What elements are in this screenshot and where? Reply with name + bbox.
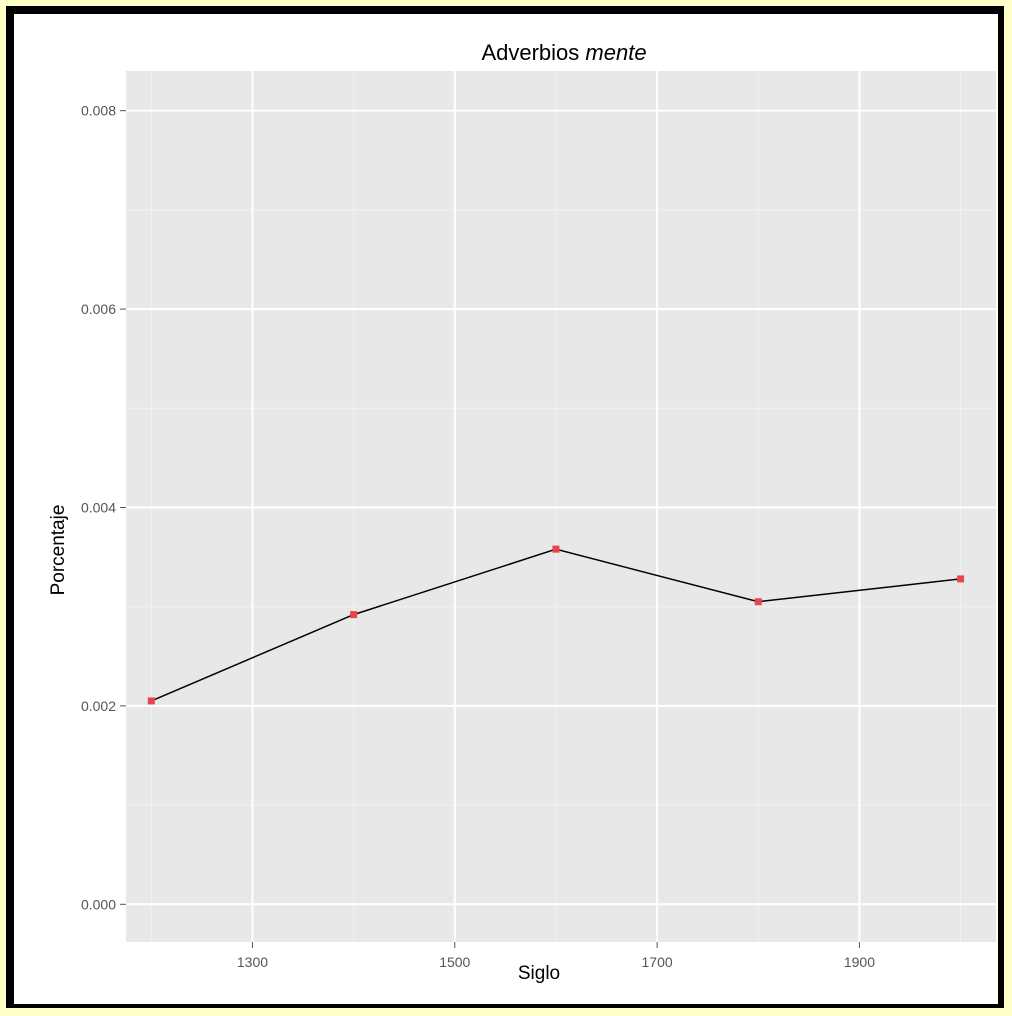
y-tick-label: 0.008 bbox=[81, 103, 116, 119]
x-tick-label: 1700 bbox=[642, 954, 673, 970]
y-tick-label: 0.000 bbox=[81, 896, 116, 912]
y-axis-title: Porcentaje bbox=[48, 505, 69, 596]
x-tick-label: 1300 bbox=[237, 954, 268, 970]
data-point bbox=[147, 697, 155, 705]
x-axis-title: Siglo bbox=[518, 963, 560, 984]
y-tick-label: 0.006 bbox=[81, 301, 116, 317]
major-gridlines bbox=[126, 71, 996, 942]
data-point bbox=[957, 575, 965, 583]
y-axis: 0.000 0.002 0.004 0.006 0.008 bbox=[81, 103, 126, 912]
data-point bbox=[350, 611, 358, 619]
x-axis: 1300 1500 1700 1900 bbox=[237, 942, 875, 970]
data-point bbox=[552, 545, 560, 553]
x-tick-label: 1900 bbox=[844, 954, 875, 970]
line-chart: Adverbios mente 0.0000.0020.0040.0060.00… bbox=[48, 40, 996, 984]
x-tick-label: 1500 bbox=[439, 954, 470, 970]
data-point bbox=[754, 598, 762, 606]
y-tick-label: 0.004 bbox=[81, 499, 116, 515]
data-points bbox=[147, 545, 965, 705]
chart-title: Adverbios mente bbox=[481, 40, 646, 65]
y-tick-label: 0.002 bbox=[81, 698, 116, 714]
